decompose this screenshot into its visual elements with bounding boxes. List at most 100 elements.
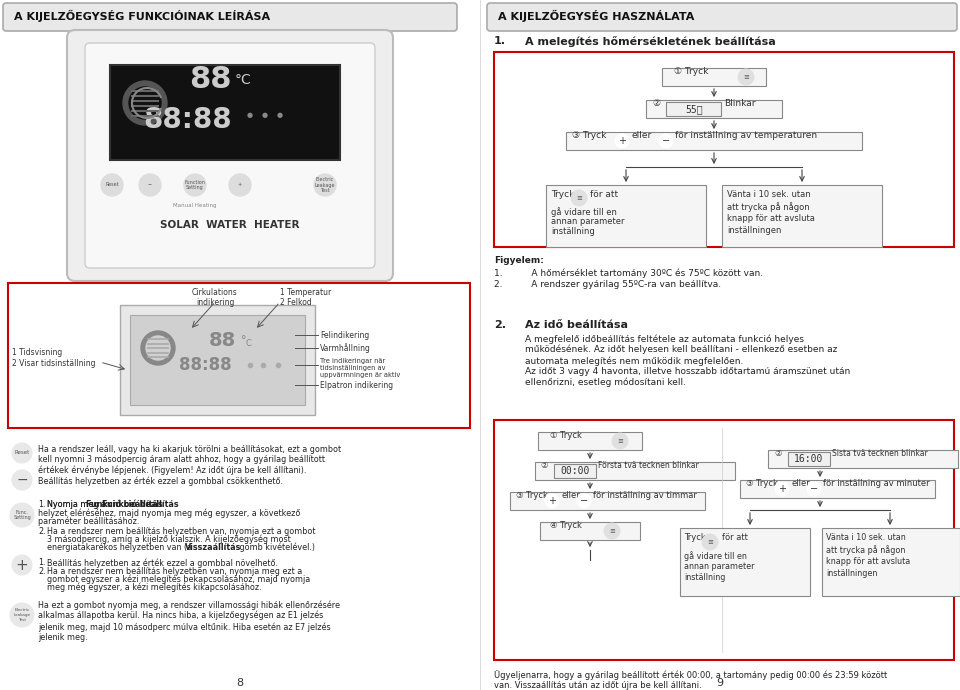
- FancyBboxPatch shape: [540, 522, 640, 540]
- Text: att trycka på någon: att trycka på någon: [826, 545, 905, 555]
- Text: eller: eller: [561, 491, 580, 500]
- FancyBboxPatch shape: [120, 305, 315, 415]
- Circle shape: [229, 174, 251, 196]
- FancyBboxPatch shape: [110, 65, 340, 160]
- Text: ②: ②: [540, 462, 547, 471]
- Text: 00:00: 00:00: [561, 466, 589, 476]
- Text: 1 Temperatur
2 Felkod: 1 Temperatur 2 Felkod: [280, 288, 331, 308]
- Text: 88: 88: [189, 66, 231, 95]
- Text: Reset: Reset: [14, 451, 30, 455]
- Text: SOLAR  WATER  HEATER: SOLAR WATER HEATER: [160, 220, 300, 230]
- FancyBboxPatch shape: [487, 3, 957, 31]
- Text: Första tvä tecknen blinkar: Första tvä tecknen blinkar: [598, 462, 699, 471]
- Text: 2.          A rendszer gyárilag 55ºC-ra van beállítva.: 2. A rendszer gyárilag 55ºC-ra van beáll…: [494, 280, 721, 289]
- Circle shape: [314, 174, 336, 196]
- FancyBboxPatch shape: [494, 420, 954, 660]
- Text: ③ Tryck: ③ Tryck: [572, 132, 607, 141]
- Text: inställning: inställning: [684, 573, 726, 582]
- FancyBboxPatch shape: [85, 43, 375, 268]
- Circle shape: [101, 174, 123, 196]
- Text: gombot egyszer a kézi melegítés bekapcsolásához, majd nyomja: gombot egyszer a kézi melegítés bekapcso…: [47, 575, 310, 584]
- Circle shape: [612, 433, 628, 449]
- Text: ≡: ≡: [708, 539, 713, 545]
- Text: Felindikering: Felindikering: [320, 331, 370, 339]
- Text: Figyelem:: Figyelem:: [494, 256, 544, 265]
- Text: Nyomja meg a: Nyomja meg a: [47, 500, 108, 509]
- FancyBboxPatch shape: [646, 100, 782, 118]
- FancyBboxPatch shape: [768, 450, 958, 468]
- Text: gomb kivételével.): gomb kivételével.): [237, 543, 315, 553]
- FancyBboxPatch shape: [788, 452, 830, 466]
- Text: 2.: 2.: [38, 567, 46, 576]
- Text: Reset: Reset: [106, 182, 119, 188]
- Text: helyzet eléréséhez, majd nyomja meg még egyszer, a következő: helyzet eléréséhez, majd nyomja meg még …: [38, 509, 300, 518]
- Text: Funkció beállítás: Funkció beállítás: [86, 500, 162, 509]
- Text: 88:88: 88:88: [179, 356, 231, 374]
- Circle shape: [12, 470, 32, 490]
- Text: 55℃: 55℃: [685, 104, 703, 114]
- Text: Tryck: Tryck: [551, 190, 574, 199]
- Circle shape: [604, 523, 620, 539]
- Text: gå vidare till en: gå vidare till en: [684, 551, 747, 561]
- Text: −: −: [662, 136, 670, 146]
- FancyBboxPatch shape: [722, 185, 882, 247]
- Text: Ha a rendszer nem beállítás helyzetben van, nyomja meg ezt a: Ha a rendszer nem beállítás helyzetben v…: [47, 567, 302, 576]
- Circle shape: [146, 336, 170, 360]
- Text: ●: ●: [247, 112, 253, 118]
- Text: 9: 9: [716, 678, 724, 688]
- Circle shape: [738, 69, 754, 85]
- Text: ≡: ≡: [609, 528, 615, 534]
- Text: Cirkulations
indikering: Cirkulations indikering: [192, 288, 238, 308]
- Text: Elpatron indikering: Elpatron indikering: [320, 380, 394, 389]
- Text: för inställning av minuter: för inställning av minuter: [823, 480, 929, 489]
- Circle shape: [659, 134, 673, 148]
- Text: +: +: [548, 496, 556, 506]
- Text: 88: 88: [208, 331, 235, 350]
- Text: eller: eller: [631, 132, 651, 141]
- FancyBboxPatch shape: [680, 528, 810, 596]
- Circle shape: [775, 482, 789, 496]
- Circle shape: [141, 331, 175, 365]
- Text: Sista tvä tecknen blinkar: Sista tvä tecknen blinkar: [832, 449, 927, 458]
- Circle shape: [123, 81, 167, 125]
- FancyBboxPatch shape: [535, 462, 735, 480]
- Text: Tryck: Tryck: [684, 533, 706, 542]
- FancyBboxPatch shape: [546, 185, 706, 247]
- Text: 2.: 2.: [38, 527, 46, 536]
- Circle shape: [10, 603, 34, 627]
- Text: 2.: 2.: [494, 320, 506, 330]
- Text: A KIJELZŐEGYSÉG HASZNÁLATA: A KIJELZŐEGYSÉG HASZNÁLATA: [498, 10, 694, 22]
- Text: Az idő beállítása: Az idő beállítása: [525, 320, 628, 330]
- Text: C: C: [245, 339, 251, 348]
- Circle shape: [129, 87, 161, 119]
- Text: Vänta i 10 sek. utan: Vänta i 10 sek. utan: [826, 533, 905, 542]
- Circle shape: [12, 555, 32, 575]
- Text: Tre indikeringar när
tidsinställningen av
uppvärmningen är aktiv: Tre indikeringar när tidsinställningen a…: [320, 358, 400, 378]
- FancyBboxPatch shape: [538, 432, 642, 450]
- Circle shape: [10, 503, 34, 527]
- Text: Vänta i 10 sek. utan: Vänta i 10 sek. utan: [727, 190, 810, 199]
- Text: annan parameter: annan parameter: [551, 217, 625, 226]
- Text: 16:00: 16:00: [794, 454, 824, 464]
- Text: ②: ②: [774, 449, 781, 458]
- Text: 88:88: 88:88: [144, 106, 232, 134]
- Text: för att: för att: [590, 190, 618, 199]
- Text: −: −: [148, 182, 152, 188]
- FancyBboxPatch shape: [8, 283, 470, 428]
- Text: Function
Setting: Function Setting: [184, 179, 205, 190]
- Text: ●: ●: [262, 112, 268, 118]
- Text: °C: °C: [235, 73, 252, 87]
- Text: Nyomja meg a: Nyomja meg a: [47, 500, 108, 509]
- Text: för att: för att: [722, 533, 748, 542]
- Text: ① Tryck: ① Tryck: [674, 68, 708, 77]
- Circle shape: [807, 482, 821, 496]
- FancyBboxPatch shape: [3, 3, 457, 31]
- Circle shape: [545, 494, 559, 508]
- Text: inställning: inställning: [551, 227, 595, 236]
- Text: ≡: ≡: [743, 74, 749, 80]
- Text: ●: ●: [276, 112, 283, 118]
- Text: Varmhållning: Varmhållning: [320, 343, 371, 353]
- Text: °: °: [241, 335, 247, 345]
- Text: Ha a rendszer nem beállítás helyzetben van, nyomja ezt a gombot: Ha a rendszer nem beállítás helyzetben v…: [47, 527, 316, 536]
- Text: +: +: [778, 484, 786, 494]
